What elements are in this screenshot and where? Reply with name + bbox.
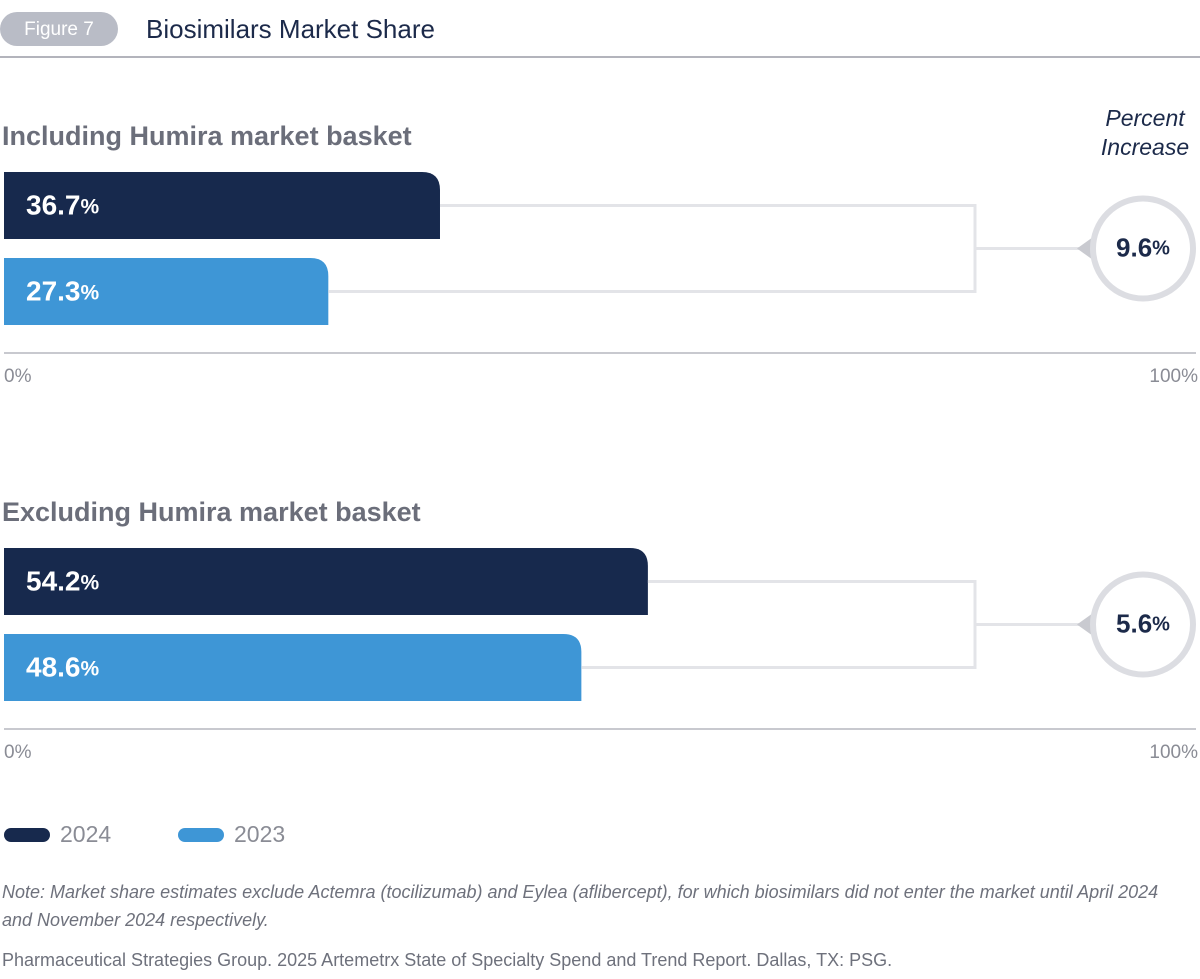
figure-label: Figure 7: [24, 19, 94, 40]
legend-label: 2024: [60, 821, 111, 847]
note: Note: Market share estimates exclude Act…: [2, 882, 1159, 930]
connector-arrow: [1077, 614, 1091, 635]
bar: [4, 258, 329, 325]
panel-title: Excluding Humira market basket: [2, 497, 421, 527]
value-label: 27.3%: [26, 276, 100, 307]
increase-circle: [1090, 571, 1196, 678]
bar: [4, 634, 582, 701]
source: Pharmaceutical Strategies Group. 2025 Ar…: [2, 950, 893, 970]
connector: [581, 580, 1081, 669]
legend-swatch: [4, 828, 50, 842]
increase-label: 9.6%: [1116, 232, 1170, 262]
x-tick-label: 0%: [4, 742, 32, 763]
annotation-header: Increase: [1101, 134, 1189, 160]
legend-swatch: [178, 828, 224, 842]
x-tick-label: 0%: [4, 366, 32, 387]
value-label: 36.7%: [26, 190, 100, 221]
increase-label: 5.6%: [1116, 608, 1170, 638]
figure-title: Biosimilars Market Share: [146, 14, 435, 44]
annotation-header: Percent: [1105, 105, 1186, 131]
panel-title: Including Humira market basket: [2, 121, 412, 151]
bar: [4, 172, 440, 239]
increase-circle: [1090, 195, 1196, 302]
x-tick-label: 100%: [1149, 366, 1198, 387]
value-label: 54.2%: [26, 566, 100, 597]
legend-label: 2023: [234, 821, 285, 847]
bar: [4, 548, 648, 615]
value-label: 48.6%: [26, 652, 100, 683]
connector: [328, 204, 1081, 293]
x-tick-label: 100%: [1149, 742, 1198, 763]
connector-arrow: [1077, 238, 1091, 259]
figure-pill: [0, 12, 118, 46]
